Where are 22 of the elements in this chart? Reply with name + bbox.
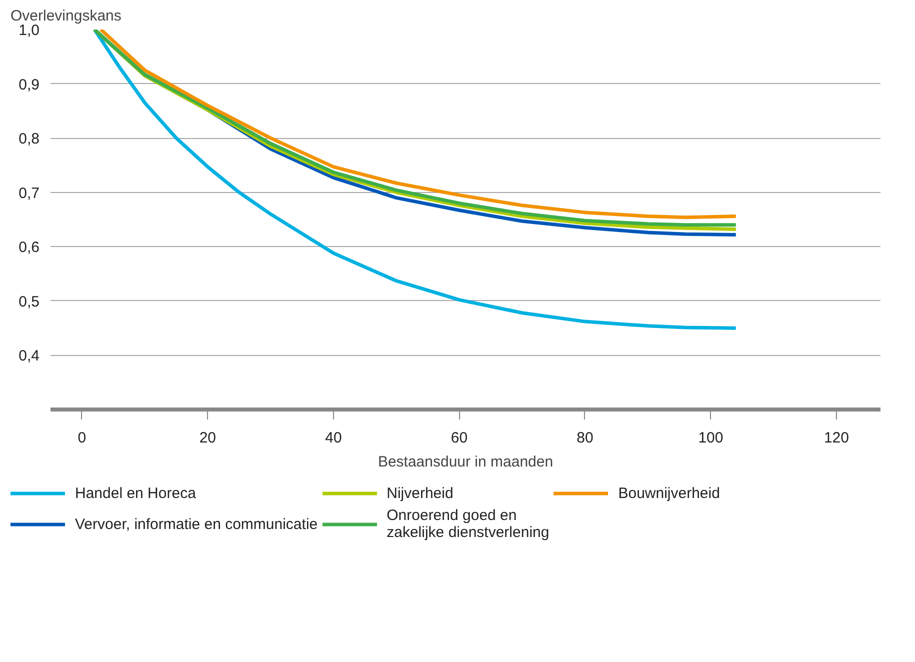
y-tick-label: 0,4 — [18, 348, 40, 365]
y-tick-label: 0,8 — [18, 130, 40, 148]
y-tick-label: 0,9 — [18, 76, 40, 94]
legend-label: Handel en Horeca — [75, 484, 196, 503]
x-tick-label: 60 — [450, 430, 468, 446]
y-axis-title: Overlevingskans — [10, 8, 122, 24]
line-series — [92, 30, 738, 330]
x-axis-title: Bestaansduur in maanden — [378, 454, 554, 470]
legend-label: Onroerend goed en zakelijke dienstverlening — [386, 507, 550, 541]
y-tick-label: 0,7 — [18, 184, 40, 202]
x-tick-label: 80 — [576, 430, 594, 446]
x-tick-label: 0 — [78, 430, 86, 446]
y-tick-label: 1,0 — [18, 22, 40, 39]
x-tick-label: 20 — [199, 430, 216, 446]
x-tick-label: 100 — [698, 430, 724, 446]
y-tick-label: 0,5 — [18, 293, 40, 310]
y-tick-label: 0,6 — [18, 239, 40, 256]
x-tick-label: 40 — [325, 430, 342, 446]
x-tick-label: 120 — [824, 430, 850, 446]
legend-label: Vervoer, informatie en communicatie — [75, 514, 318, 534]
legend-label: Bouwnijverheid — [618, 484, 720, 503]
legend-label: Nijverheid — [386, 484, 454, 503]
